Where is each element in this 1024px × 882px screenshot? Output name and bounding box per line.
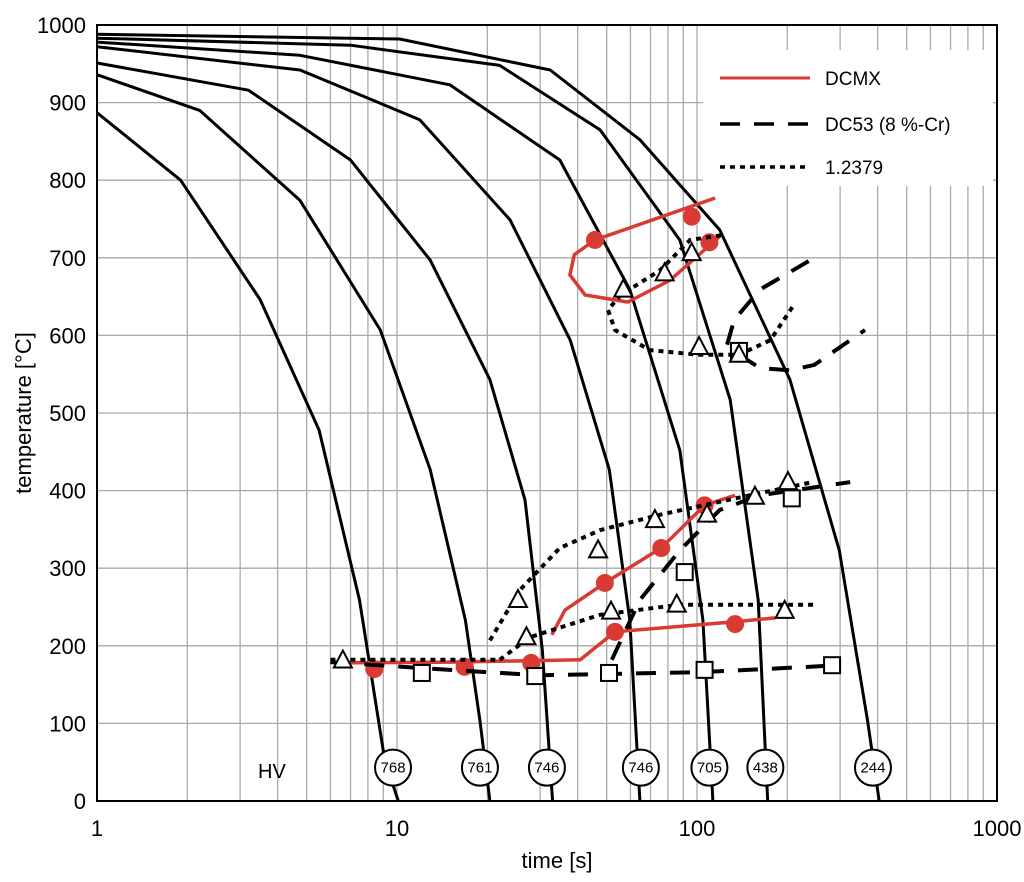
data-point-square: [823, 656, 842, 675]
series-circle: [334, 196, 776, 679]
hv-circle: [621, 748, 660, 787]
x-axis-label: time [s]: [522, 848, 593, 873]
hv-value: 761: [467, 760, 492, 777]
x-tick-label: 1000: [973, 816, 1022, 841]
x-tick-label: 100: [679, 816, 716, 841]
hv-circle: [460, 748, 499, 787]
data-point-triangle: [728, 342, 750, 363]
legend-label-dcmx: DCMX: [825, 69, 881, 90]
plot-frame: [96, 24, 998, 802]
cooling-curve: [96, 40, 715, 802]
data-point-circle: [682, 207, 701, 226]
data-point-circle: [652, 539, 671, 558]
hv-value: 244: [860, 760, 885, 777]
series-layer: [330, 196, 867, 686]
series-line: [609, 480, 851, 661]
data-point-triangle: [688, 334, 710, 356]
hardness-labels: HV 768 761 746 746 705 438 244: [258, 748, 892, 787]
series-triangle: [330, 233, 815, 669]
data-point-circle: [595, 573, 614, 592]
hv-value: 438: [753, 760, 778, 777]
y-tick-label: 100: [49, 711, 86, 736]
data-point-circle: [585, 230, 604, 249]
cooling-curves: [96, 32, 881, 802]
y-tick-label: 400: [49, 479, 86, 504]
data-point-square: [600, 663, 619, 682]
hv-circle: [853, 748, 892, 787]
y-tick-label: 900: [49, 91, 86, 116]
series-square: [330, 256, 867, 686]
data-point-triangle: [696, 502, 718, 523]
series-line: [498, 602, 815, 662]
y-axis-label: temperature [°C]: [11, 332, 36, 494]
data-point-triangle: [666, 592, 688, 613]
cooling-curve: [96, 45, 642, 802]
y-tick-label: 500: [49, 401, 86, 426]
y-tick-label: 800: [49, 168, 86, 193]
data-point-triangle: [774, 598, 796, 619]
data-point-circle: [700, 233, 719, 252]
hv-value: 705: [697, 760, 722, 777]
data-point-triangle: [515, 625, 538, 646]
data-point-square: [526, 667, 545, 686]
series-line: [605, 233, 796, 357]
x-tick-label: 10: [385, 816, 409, 841]
legend-label-dc53: DC53 (8 %-Cr): [825, 115, 951, 136]
hv-circle: [527, 748, 566, 787]
hv-circle: [746, 748, 785, 787]
data-point-triangle: [653, 261, 676, 282]
data-point-triangle: [600, 599, 622, 620]
data-point-triangle: [587, 538, 609, 559]
hv-value: 746: [628, 760, 653, 777]
legend: DCMX DC53 (8 %-Cr) 1.2379: [703, 50, 993, 186]
cooling-curve: [96, 32, 881, 802]
cooling-curve: [96, 61, 555, 802]
series-line: [725, 256, 816, 346]
series-line: [330, 660, 840, 678]
cooling-curve: [96, 111, 400, 802]
data-point-triangle: [681, 241, 703, 262]
y-tick-label: 700: [49, 246, 86, 271]
cooling-curve: [96, 73, 492, 802]
series-line: [334, 616, 776, 665]
hv-circle: [690, 748, 729, 787]
data-point-circle: [726, 615, 745, 634]
data-point-square: [782, 489, 801, 508]
y-tick-label: 200: [49, 634, 86, 659]
legend-box: [703, 50, 993, 186]
hv-label: HV: [258, 761, 286, 783]
y-tick-label: 600: [49, 323, 86, 348]
data-point-square: [695, 660, 714, 679]
data-point-triangle: [644, 507, 666, 529]
x-tick-label: 1: [91, 816, 103, 841]
y-tick-label: 300: [49, 556, 86, 581]
cooling-curve: [96, 36, 770, 802]
axis-ticks: 1 10 100 1000 0 100 200 300 400 500 600 700 800 900 10…: [37, 13, 1021, 841]
data-point-circle: [606, 622, 625, 641]
data-point-triangle: [744, 484, 766, 505]
data-point-triangle: [777, 469, 799, 491]
hv-value: 768: [381, 760, 406, 777]
data-point-triangle: [507, 587, 529, 609]
legend-label-1-2379: 1.2379: [825, 158, 883, 179]
hv-value: 746: [534, 760, 559, 777]
data-point-square: [675, 563, 694, 582]
hv-circle: [374, 748, 413, 787]
data-point-triangle: [612, 277, 634, 298]
series-line: [737, 328, 867, 373]
data-point-triangle: [332, 648, 354, 669]
y-tick-label: 0: [74, 789, 86, 814]
y-tick-label: 1000: [37, 13, 86, 38]
data-point-square: [412, 663, 431, 682]
